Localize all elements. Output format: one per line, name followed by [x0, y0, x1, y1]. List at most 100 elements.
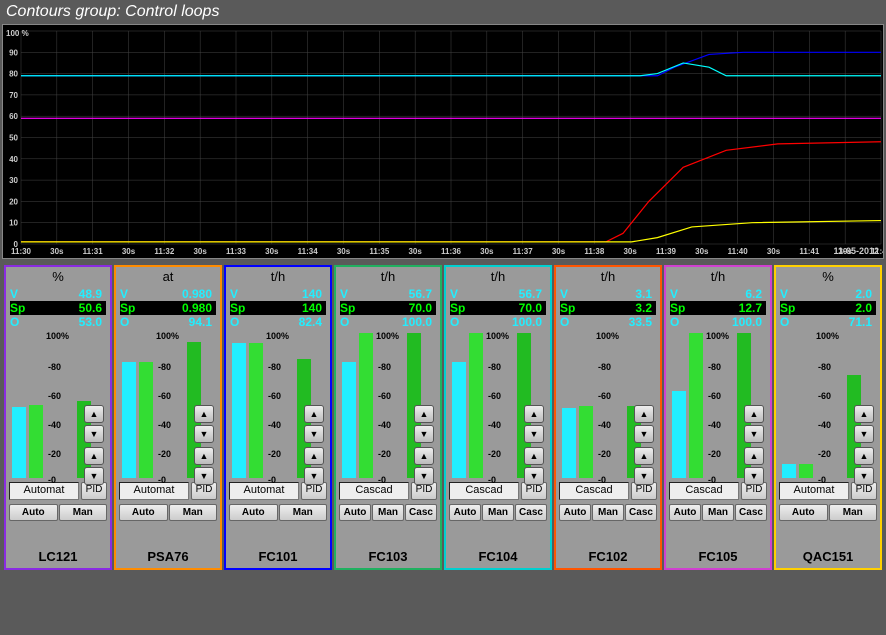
decrement-button[interactable]: ▼: [524, 425, 544, 443]
decrement-button-2[interactable]: ▼: [414, 467, 434, 485]
man-button[interactable]: Man: [829, 504, 878, 521]
increment-button-2[interactable]: ▲: [524, 447, 544, 465]
o-label: O: [670, 315, 688, 329]
man-button[interactable]: Man: [592, 504, 624, 521]
mode-buttons: AutoManCasc: [446, 502, 550, 523]
panel-values: V0.980 Sp0.980 O94.1: [116, 286, 220, 330]
auto-button[interactable]: Auto: [339, 504, 371, 521]
decrement-button-2[interactable]: ▼: [84, 467, 104, 485]
sp-bar: [579, 406, 593, 479]
v-value: 48.9: [28, 287, 106, 301]
decrement-button-2[interactable]: ▼: [194, 467, 214, 485]
casc-button[interactable]: Casc: [405, 504, 437, 521]
o-value: 94.1: [138, 315, 216, 329]
decrement-button-2[interactable]: ▼: [854, 467, 874, 485]
sp-bar: [689, 333, 703, 478]
increment-button-2[interactable]: ▲: [744, 447, 764, 465]
increment-button[interactable]: ▲: [854, 405, 874, 423]
man-button[interactable]: Man: [482, 504, 514, 521]
increment-button[interactable]: ▲: [634, 405, 654, 423]
man-button[interactable]: Man: [372, 504, 404, 521]
casc-button[interactable]: Casc: [735, 504, 767, 521]
o-value: 71.1: [798, 315, 876, 329]
svg-text:90: 90: [9, 48, 18, 57]
auto-button[interactable]: Auto: [119, 504, 168, 521]
increment-button-2[interactable]: ▲: [304, 447, 324, 465]
decrement-button-2[interactable]: ▼: [304, 467, 324, 485]
man-button[interactable]: Man: [59, 504, 108, 521]
mode-display[interactable]: Automat: [9, 482, 79, 500]
svg-text:11:37: 11:37: [513, 247, 534, 256]
decrement-button-2[interactable]: ▼: [634, 467, 654, 485]
mode-display[interactable]: Automat: [119, 482, 189, 500]
o-label: O: [10, 315, 28, 329]
mode-display[interactable]: Cascad: [559, 482, 629, 500]
spinner-group: ▲ ▼ ▲ ▼: [414, 405, 434, 485]
sp-bar: [29, 405, 43, 478]
o-value: 100.0: [688, 315, 766, 329]
decrement-button[interactable]: ▼: [194, 425, 214, 443]
decrement-button[interactable]: ▼: [744, 425, 764, 443]
decrement-button[interactable]: ▼: [414, 425, 434, 443]
mode-display[interactable]: Cascad: [669, 482, 739, 500]
auto-button[interactable]: Auto: [559, 504, 591, 521]
decrement-button-2[interactable]: ▼: [744, 467, 764, 485]
increment-button-2[interactable]: ▲: [84, 447, 104, 465]
sp-label: Sp: [450, 301, 468, 315]
svg-text:11:35: 11:35: [369, 247, 390, 256]
casc-button[interactable]: Casc: [515, 504, 547, 521]
increment-button-2[interactable]: ▲: [414, 447, 434, 465]
panel-values: V48.9 Sp50.6 O53.0: [6, 286, 110, 330]
trend-chart: 010203040506070809011:3030s11:3130s11:32…: [2, 24, 884, 259]
auto-button[interactable]: Auto: [9, 504, 58, 521]
increment-button[interactable]: ▲: [744, 405, 764, 423]
decrement-button[interactable]: ▼: [84, 425, 104, 443]
mode-buttons: AutoMan: [6, 502, 110, 523]
increment-button[interactable]: ▲: [414, 405, 434, 423]
auto-button[interactable]: Auto: [229, 504, 278, 521]
casc-button[interactable]: Casc: [625, 504, 657, 521]
svg-text:30s: 30s: [193, 247, 207, 256]
control-panel: % V48.9 Sp50.6 O53.0 100% -80 -60 -40 -2…: [4, 265, 112, 570]
increment-button[interactable]: ▲: [194, 405, 214, 423]
increment-button-2[interactable]: ▲: [854, 447, 874, 465]
panel-unit: t/h: [556, 267, 660, 286]
svg-text:30: 30: [9, 176, 18, 185]
control-panel: t/h V140 Sp140 O82.4 100% -80 -60 -40 -2…: [224, 265, 332, 570]
man-button[interactable]: Man: [279, 504, 328, 521]
man-button[interactable]: Man: [169, 504, 218, 521]
mode-display[interactable]: Cascad: [339, 482, 409, 500]
increment-button[interactable]: ▲: [84, 405, 104, 423]
panel-values: V56.7 Sp70.0 O100.0: [336, 286, 440, 330]
bar-area: 100% -80 -60 -40 -20 -0 ▲ ▼ ▲: [10, 333, 106, 478]
decrement-button[interactable]: ▼: [634, 425, 654, 443]
auto-button[interactable]: Auto: [779, 504, 828, 521]
auto-button[interactable]: Auto: [449, 504, 481, 521]
v-label: V: [670, 287, 688, 301]
sp-value: 70.0: [468, 301, 546, 315]
bar-scale: 100% -80 -60 -40 -20 -0: [486, 333, 514, 478]
bar-scale: 100% -80 -60 -40 -20 -0: [706, 333, 734, 478]
increment-button-2[interactable]: ▲: [634, 447, 654, 465]
decrement-button[interactable]: ▼: [854, 425, 874, 443]
auto-button[interactable]: Auto: [669, 504, 701, 521]
spinner-group: ▲ ▼ ▲ ▼: [304, 405, 324, 485]
mode-buttons: AutoMan: [776, 502, 880, 523]
svg-text:11:41: 11:41: [799, 247, 820, 256]
man-button[interactable]: Man: [702, 504, 734, 521]
decrement-button[interactable]: ▼: [304, 425, 324, 443]
chart-date: 11-05-2012: [833, 246, 879, 256]
increment-button[interactable]: ▲: [304, 405, 324, 423]
mode-display[interactable]: Cascad: [449, 482, 519, 500]
bar-scale: 100% -80 -60 -40 -20 -0: [266, 333, 294, 478]
svg-text:30s: 30s: [695, 247, 709, 256]
v-value: 3.1: [578, 287, 656, 301]
panel-unit: %: [6, 267, 110, 286]
mode-display[interactable]: Automat: [229, 482, 299, 500]
decrement-button-2[interactable]: ▼: [524, 467, 544, 485]
increment-button-2[interactable]: ▲: [194, 447, 214, 465]
mode-display[interactable]: Automat: [779, 482, 849, 500]
panel-unit: t/h: [336, 267, 440, 286]
bar-area: 100% -80 -60 -40 -20 -0 ▲ ▼ ▲: [340, 333, 436, 478]
increment-button[interactable]: ▲: [524, 405, 544, 423]
